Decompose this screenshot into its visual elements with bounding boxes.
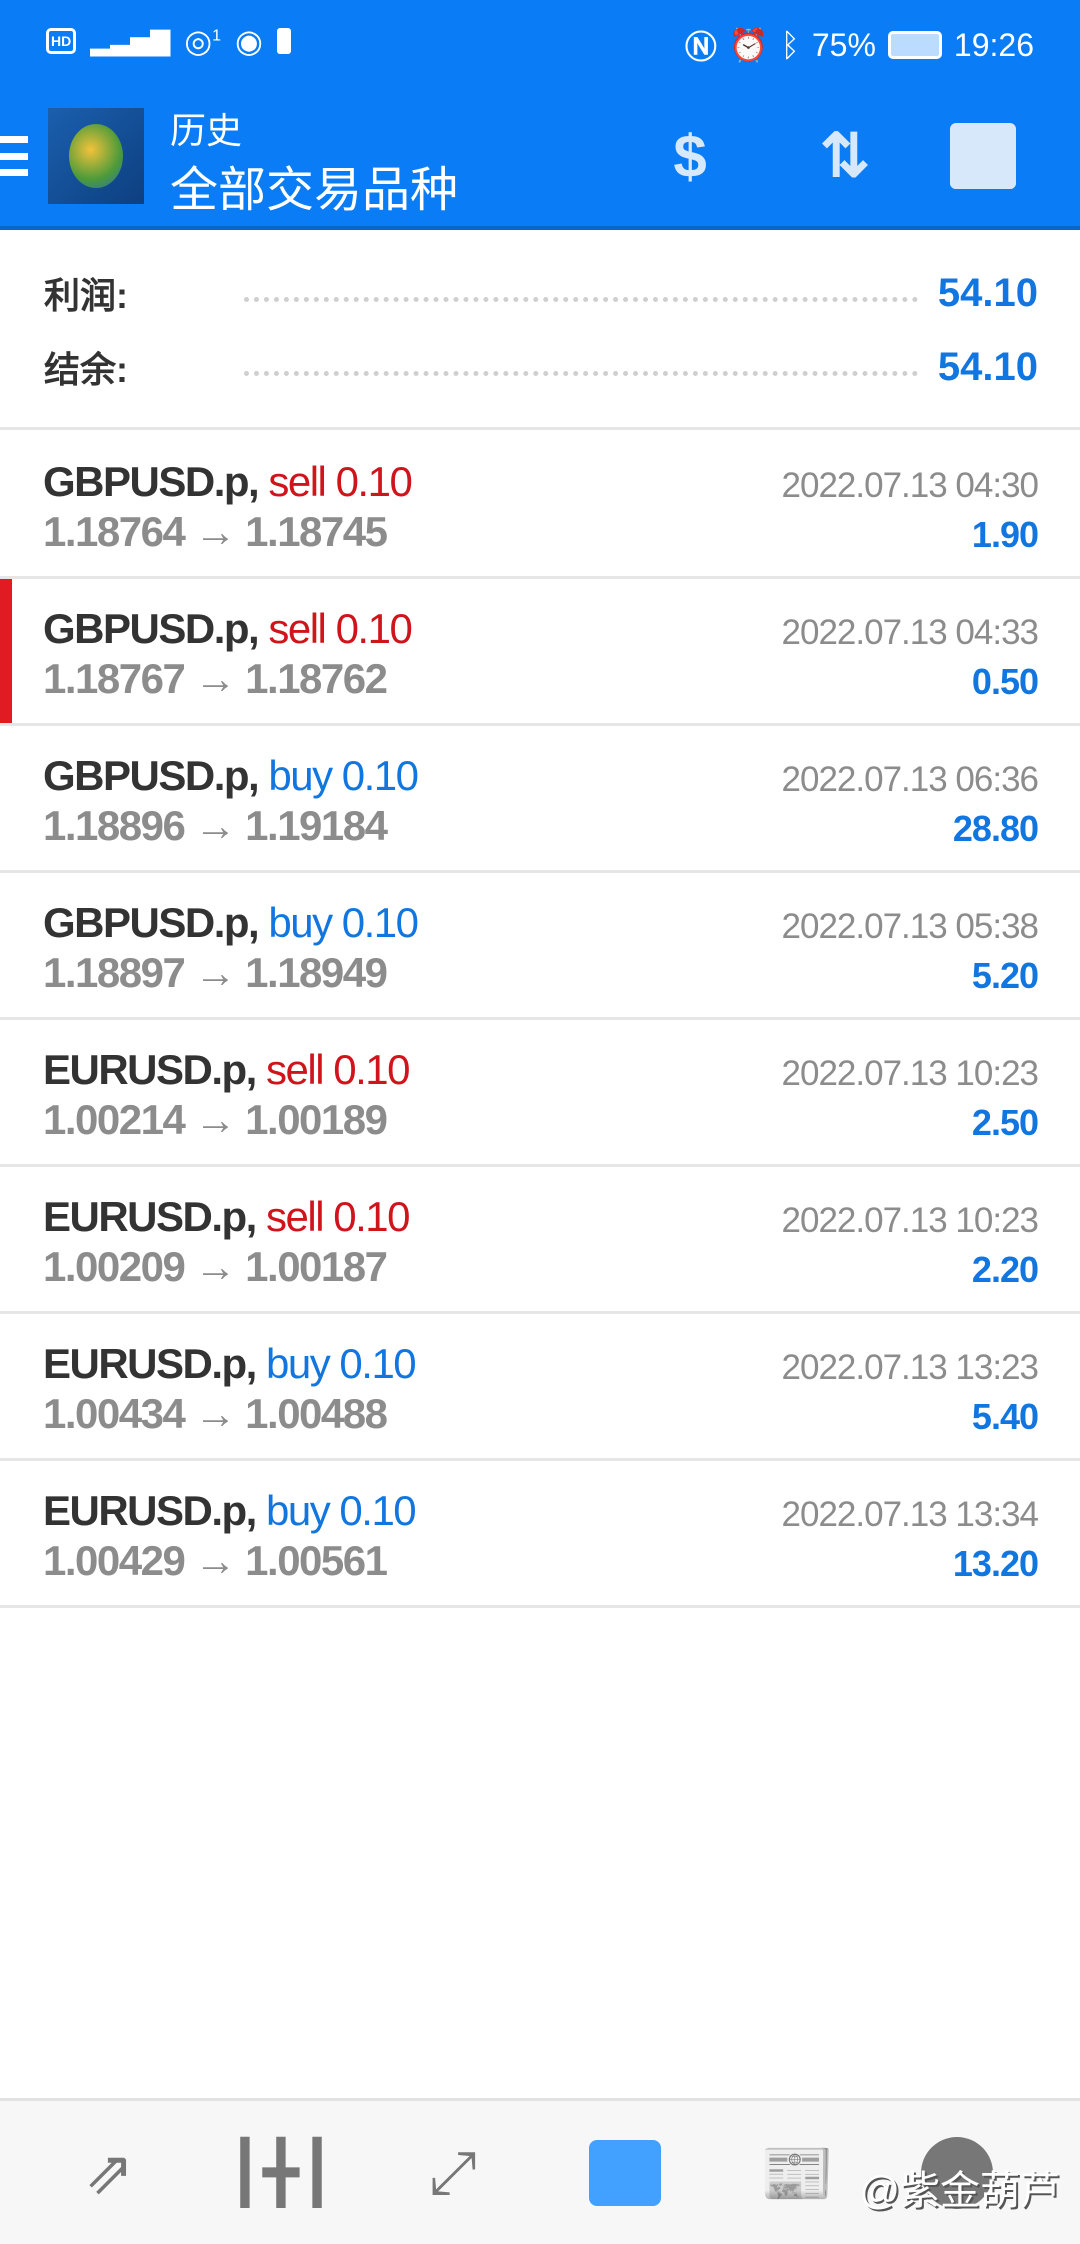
trade-row[interactable]: EURUSD.p, buy 0.10 1.00434 → 1.00488 202… [0, 1314, 1080, 1461]
news-icon[interactable]: 📰 [759, 2139, 835, 2207]
trade-profit: 5.40 [971, 1396, 1039, 1437]
trade-profit: 5.20 [971, 955, 1039, 996]
trade-row[interactable]: EURUSD.p, sell 0.10 1.00209 → 1.00187 20… [0, 1167, 1080, 1314]
trade-prices: 1.00209 → 1.00187 [43, 1243, 388, 1290]
history-icon[interactable] [580, 2133, 670, 2213]
trade-time: 2022.07.13 13:23 [781, 1348, 1039, 1387]
trade-time: 2022.07.13 06:36 [781, 760, 1039, 799]
trade-side: sell 0.10 [266, 1046, 410, 1093]
app-header: 历史 全部交易品种 $ ⇅ [0, 84, 1080, 230]
battery-icon [887, 31, 942, 59]
trade-prices: 1.18767 → 1.18762 [43, 655, 388, 702]
currency-exchange-icon[interactable]: $ [673, 122, 707, 190]
trade-symbol: EURUSD.p, buy 0.10 [43, 1487, 417, 1534]
calendar-icon[interactable] [938, 114, 1028, 198]
page-title: 历史 [170, 110, 243, 151]
symbol-filter[interactable]: 全部交易品种 [170, 164, 459, 217]
trade-row[interactable]: EURUSD.p, sell 0.10 1.00214 → 1.00189 20… [0, 1020, 1080, 1167]
trade-time: 2022.07.13 10:23 [781, 1201, 1039, 1240]
messages-icon[interactable] [912, 2133, 1002, 2213]
trade-symbol: GBPUSD.p, sell 0.10 [43, 605, 413, 652]
bottom-nav: ⇗ ┃╋┃ ⤢ 📰 [0, 2098, 1080, 2244]
trade-row[interactable]: EURUSD.p, buy 0.10 1.00429 → 1.00561 202… [0, 1461, 1080, 1608]
trade-prices: 1.00214 → 1.00189 [43, 1096, 388, 1143]
watermark: @紫金葫芦 [859, 2169, 1060, 2213]
trade-symbol: GBPUSD.p, buy 0.10 [43, 752, 419, 799]
clock: 19:26 [953, 26, 1034, 63]
trade-prices: 1.18896 → 1.19184 [43, 802, 388, 849]
trade-symbol: GBPUSD.p, sell 0.10 [43, 458, 413, 505]
eye-icon: ◉ [235, 23, 263, 59]
summary-panel: 利润: 54.10 结余: 54.10 [0, 230, 1080, 430]
trade-time: 2022.07.13 04:33 [781, 613, 1039, 652]
trade-prices: 1.00434 → 1.00488 [43, 1390, 388, 1437]
balance-value: 54.10 [937, 344, 1038, 389]
quotes-icon[interactable]: ⇗ [83, 2139, 135, 2206]
trade-symbol: EURUSD.p, sell 0.10 [43, 1046, 410, 1093]
chart-icon[interactable]: ┃╋┃ [226, 2139, 336, 2206]
trade-icon[interactable]: ⤢ [429, 2139, 477, 2206]
trade-prices: 1.18897 → 1.18949 [43, 949, 388, 996]
trade-side: sell 0.10 [266, 1193, 410, 1240]
trade-profit: 2.50 [971, 1102, 1039, 1143]
trade-time: 2022.07.13 10:23 [781, 1054, 1039, 1093]
battery-alert-icon [276, 28, 291, 54]
sort-icon[interactable]: ⇅ [819, 122, 871, 189]
trade-side: buy 0.10 [266, 1340, 417, 1387]
trade-row[interactable]: GBPUSD.p, buy 0.10 1.18897 → 1.18949 202… [0, 873, 1080, 1020]
trade-row[interactable]: GBPUSD.p, buy 0.10 1.18896 → 1.19184 202… [0, 726, 1080, 873]
trade-row[interactable]: GBPUSD.p, sell 0.10 1.18767 → 1.18762 20… [0, 579, 1080, 726]
trade-time: 2022.07.13 05:38 [781, 907, 1039, 946]
hotspot-icon: ◎1 [184, 23, 222, 59]
app-logo [48, 108, 144, 204]
profit-value: 54.10 [937, 270, 1038, 315]
trade-symbol: EURUSD.p, sell 0.10 [43, 1193, 410, 1240]
divider [244, 370, 918, 376]
trade-prices: 1.00429 → 1.00561 [43, 1537, 388, 1584]
balance-label: 结余: [44, 349, 128, 390]
profit-label: 利润: [44, 275, 128, 316]
trade-side: buy 0.10 [266, 1487, 417, 1534]
trade-symbol: GBPUSD.p, buy 0.10 [43, 899, 419, 946]
trade-side: buy 0.10 [268, 752, 419, 799]
menu-icon[interactable] [0, 136, 28, 176]
trade-prices: 1.18764 → 1.18745 [43, 508, 388, 555]
hd-icon: HD [46, 28, 77, 54]
trade-row[interactable]: GBPUSD.p, sell 0.10 1.18764 → 1.18745 20… [0, 432, 1080, 579]
4g-signal-icon: ▂▃▅▇ [90, 25, 171, 56]
divider [244, 296, 918, 302]
trade-side: sell 0.10 [268, 605, 412, 652]
trade-time: 2022.07.13 04:30 [781, 466, 1039, 505]
status-bar: HD ▂▃▅▇ ◎1 ◉ Ⓝ ⏰ ᛒ 75% 19:26 [0, 0, 1080, 84]
trade-profit: 0.50 [971, 661, 1039, 702]
trade-profit: 13.20 [952, 1543, 1039, 1584]
trade-time: 2022.07.13 13:34 [781, 1495, 1039, 1534]
battery-percent: 75% [811, 26, 876, 63]
trade-side: buy 0.10 [268, 899, 419, 946]
alarm-icon: ⏰ [728, 27, 769, 63]
trade-profit: 28.80 [952, 808, 1039, 849]
profit-row: 利润: 54.10 [44, 263, 1038, 323]
balance-row: 结余: 54.10 [44, 337, 1038, 397]
nfc-icon: Ⓝ [684, 29, 717, 65]
selected-marker [0, 579, 12, 723]
trade-profit: 1.90 [971, 514, 1039, 555]
bluetooth-icon: ᛒ [780, 26, 800, 63]
trade-side: sell 0.10 [268, 458, 412, 505]
trade-profit: 2.20 [971, 1249, 1039, 1290]
trade-symbol: EURUSD.p, buy 0.10 [43, 1340, 417, 1387]
